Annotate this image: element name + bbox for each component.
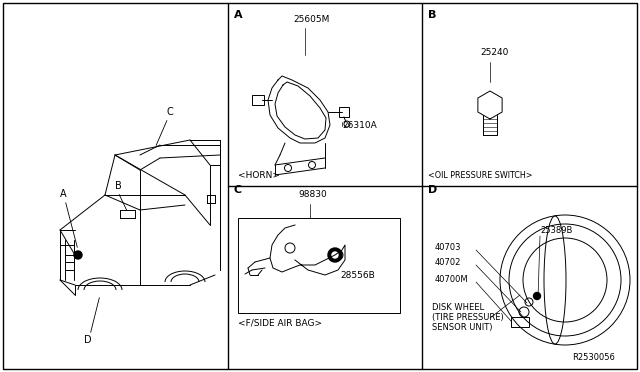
Text: 25389B: 25389B	[540, 226, 572, 235]
Text: 40703: 40703	[435, 243, 461, 252]
Circle shape	[74, 251, 82, 259]
Text: <HORN>: <HORN>	[238, 171, 280, 180]
Text: 28556B: 28556B	[340, 271, 375, 280]
Text: R2530056: R2530056	[572, 353, 615, 362]
Text: D: D	[428, 185, 437, 195]
Text: (TIRE PRESSURE): (TIRE PRESSURE)	[432, 313, 504, 322]
Text: B: B	[428, 10, 436, 20]
Bar	[339, 107, 349, 117]
Text: 25605M: 25605M	[293, 15, 330, 24]
Text: D: D	[84, 335, 92, 345]
Text: 26310A: 26310A	[342, 121, 377, 130]
Text: 98830: 98830	[298, 190, 327, 199]
Text: C: C	[166, 107, 173, 117]
Text: <OIL PRESSURE SWITCH>: <OIL PRESSURE SWITCH>	[428, 171, 532, 180]
Text: 25240: 25240	[480, 48, 508, 57]
Circle shape	[534, 292, 541, 299]
Bar	[252, 95, 264, 105]
Text: A: A	[234, 10, 243, 20]
Circle shape	[328, 248, 342, 262]
Text: C: C	[234, 185, 242, 195]
Circle shape	[332, 252, 338, 258]
Bar	[238, 218, 400, 313]
Text: B: B	[115, 181, 122, 191]
Text: 40700M: 40700M	[435, 275, 468, 284]
Text: 40702: 40702	[435, 258, 461, 267]
Text: <F/SIDE AIR BAG>: <F/SIDE AIR BAG>	[238, 318, 322, 327]
Text: A: A	[60, 189, 67, 199]
Text: SENSOR UNIT): SENSOR UNIT)	[432, 323, 493, 332]
Bar	[511, 317, 529, 327]
Text: DISK WHEEL: DISK WHEEL	[432, 303, 484, 312]
